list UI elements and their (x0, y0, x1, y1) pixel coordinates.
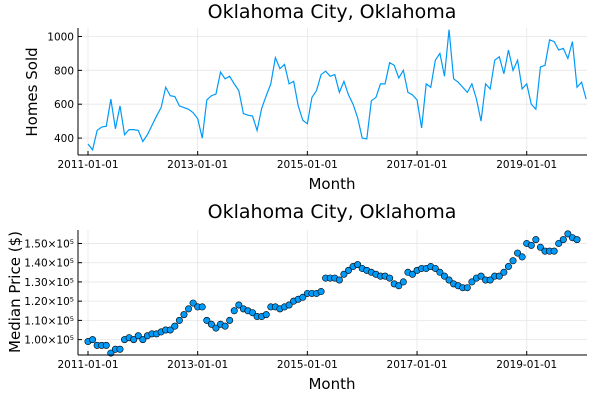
x-tick-label: 2015-01-01 (277, 359, 338, 371)
x-tick-label: 2011-01-01 (57, 159, 118, 171)
data-point (386, 274, 394, 282)
y-tick-label: 400 (54, 133, 74, 145)
median-price-x-label: Month (308, 375, 355, 393)
median-price-x-ticks: 2011-01-01 2013-01-01 2015-01-01 2017-01-01… (57, 351, 557, 371)
homes-sold-title: Oklahoma City, Oklahoma (208, 1, 457, 23)
data-point (235, 301, 243, 309)
data-point (395, 282, 403, 290)
homes-sold-plot: Oklahoma City, Oklahoma 2011-01-01 2013-0… (23, 1, 587, 193)
data-point (445, 276, 453, 284)
data-point (500, 268, 508, 276)
x-tick-label: 2017-01-01 (387, 159, 448, 171)
data-point (514, 249, 522, 257)
data-point (198, 303, 206, 311)
median-price-y-label: Median Price ($) (6, 231, 24, 353)
data-point (408, 270, 416, 278)
data-point (344, 266, 352, 274)
data-point (249, 309, 257, 317)
median-price-plot: Oklahoma City, Oklahoma 2011-01-01 2013-0… (6, 201, 587, 393)
data-point (486, 276, 494, 284)
data-point (527, 241, 535, 249)
y-tick-label: 1.00×10⁵ (24, 335, 74, 347)
data-point (532, 236, 540, 244)
data-point (495, 272, 503, 280)
x-tick-label: 2015-01-01 (277, 159, 338, 171)
data-point (207, 320, 215, 328)
y-tick-label: 1.30×10⁵ (24, 277, 74, 289)
homes-sold-y-ticks: 400 600 800 1000 (47, 31, 82, 145)
homes-sold-y-label: Homes Sold (23, 47, 41, 136)
x-tick-label: 2019-01-01 (496, 159, 557, 171)
data-point (354, 261, 362, 269)
data-point (212, 324, 220, 332)
median-price-grid (78, 230, 587, 355)
data-point (230, 307, 238, 315)
data-point (431, 264, 439, 272)
data-point (477, 272, 485, 280)
x-tick-label: 2013-01-01 (167, 359, 228, 371)
data-point (221, 322, 229, 330)
data-point (317, 288, 325, 296)
y-tick-label: 1.50×10⁵ (24, 238, 74, 250)
data-point (116, 345, 124, 353)
data-point (564, 230, 572, 238)
y-tick-label: 1.10×10⁵ (24, 315, 74, 327)
median-price-title: Oklahoma City, Oklahoma (208, 201, 457, 223)
y-tick-label: 600 (54, 99, 74, 111)
homes-sold-line (87, 29, 587, 152)
data-point (226, 316, 234, 324)
data-point (185, 305, 193, 313)
y-tick-label: 1000 (47, 31, 74, 43)
homes-sold-x-label: Month (308, 175, 355, 193)
data-point (550, 247, 558, 255)
median-price-points (84, 230, 581, 357)
data-point (555, 239, 563, 247)
data-point (166, 326, 174, 334)
data-point (440, 272, 448, 280)
data-point (463, 284, 471, 292)
data-point (262, 311, 270, 319)
data-point (436, 268, 444, 276)
data-point (189, 299, 197, 307)
data-point (180, 311, 188, 319)
homes-sold-grid (78, 28, 587, 155)
data-point (573, 236, 581, 244)
y-tick-label: 1.40×10⁵ (24, 258, 74, 270)
x-tick-label: 2011-01-01 (57, 359, 118, 371)
data-point (468, 278, 476, 286)
y-tick-label: 1.20×10⁵ (24, 296, 74, 308)
data-point (518, 253, 526, 261)
data-point (134, 332, 142, 340)
homes-sold-x-ticks: 2011-01-01 2013-01-01 2015-01-01 2017-01-01… (57, 151, 557, 171)
data-point (171, 322, 179, 330)
data-point (536, 243, 544, 251)
data-point (203, 316, 211, 324)
median-price-y-ticks: 1.00×10⁵ 1.10×10⁵ 1.20×10⁵ 1.30×10⁵ 1.40×10⁵… (24, 238, 82, 347)
data-point (285, 301, 293, 309)
y-tick-label: 800 (54, 65, 74, 77)
x-tick-label: 2013-01-01 (167, 159, 228, 171)
data-point (175, 316, 183, 324)
data-point (299, 293, 307, 301)
data-point (130, 336, 138, 344)
data-point (509, 257, 517, 265)
data-point (335, 276, 343, 284)
x-tick-label: 2019-01-01 (496, 359, 557, 371)
data-point (102, 341, 110, 349)
data-point (139, 336, 147, 344)
data-point (504, 263, 512, 271)
data-point (399, 278, 407, 286)
data-point (559, 236, 567, 244)
x-tick-label: 2017-01-01 (387, 359, 448, 371)
data-point (340, 270, 348, 278)
data-point (89, 336, 97, 344)
